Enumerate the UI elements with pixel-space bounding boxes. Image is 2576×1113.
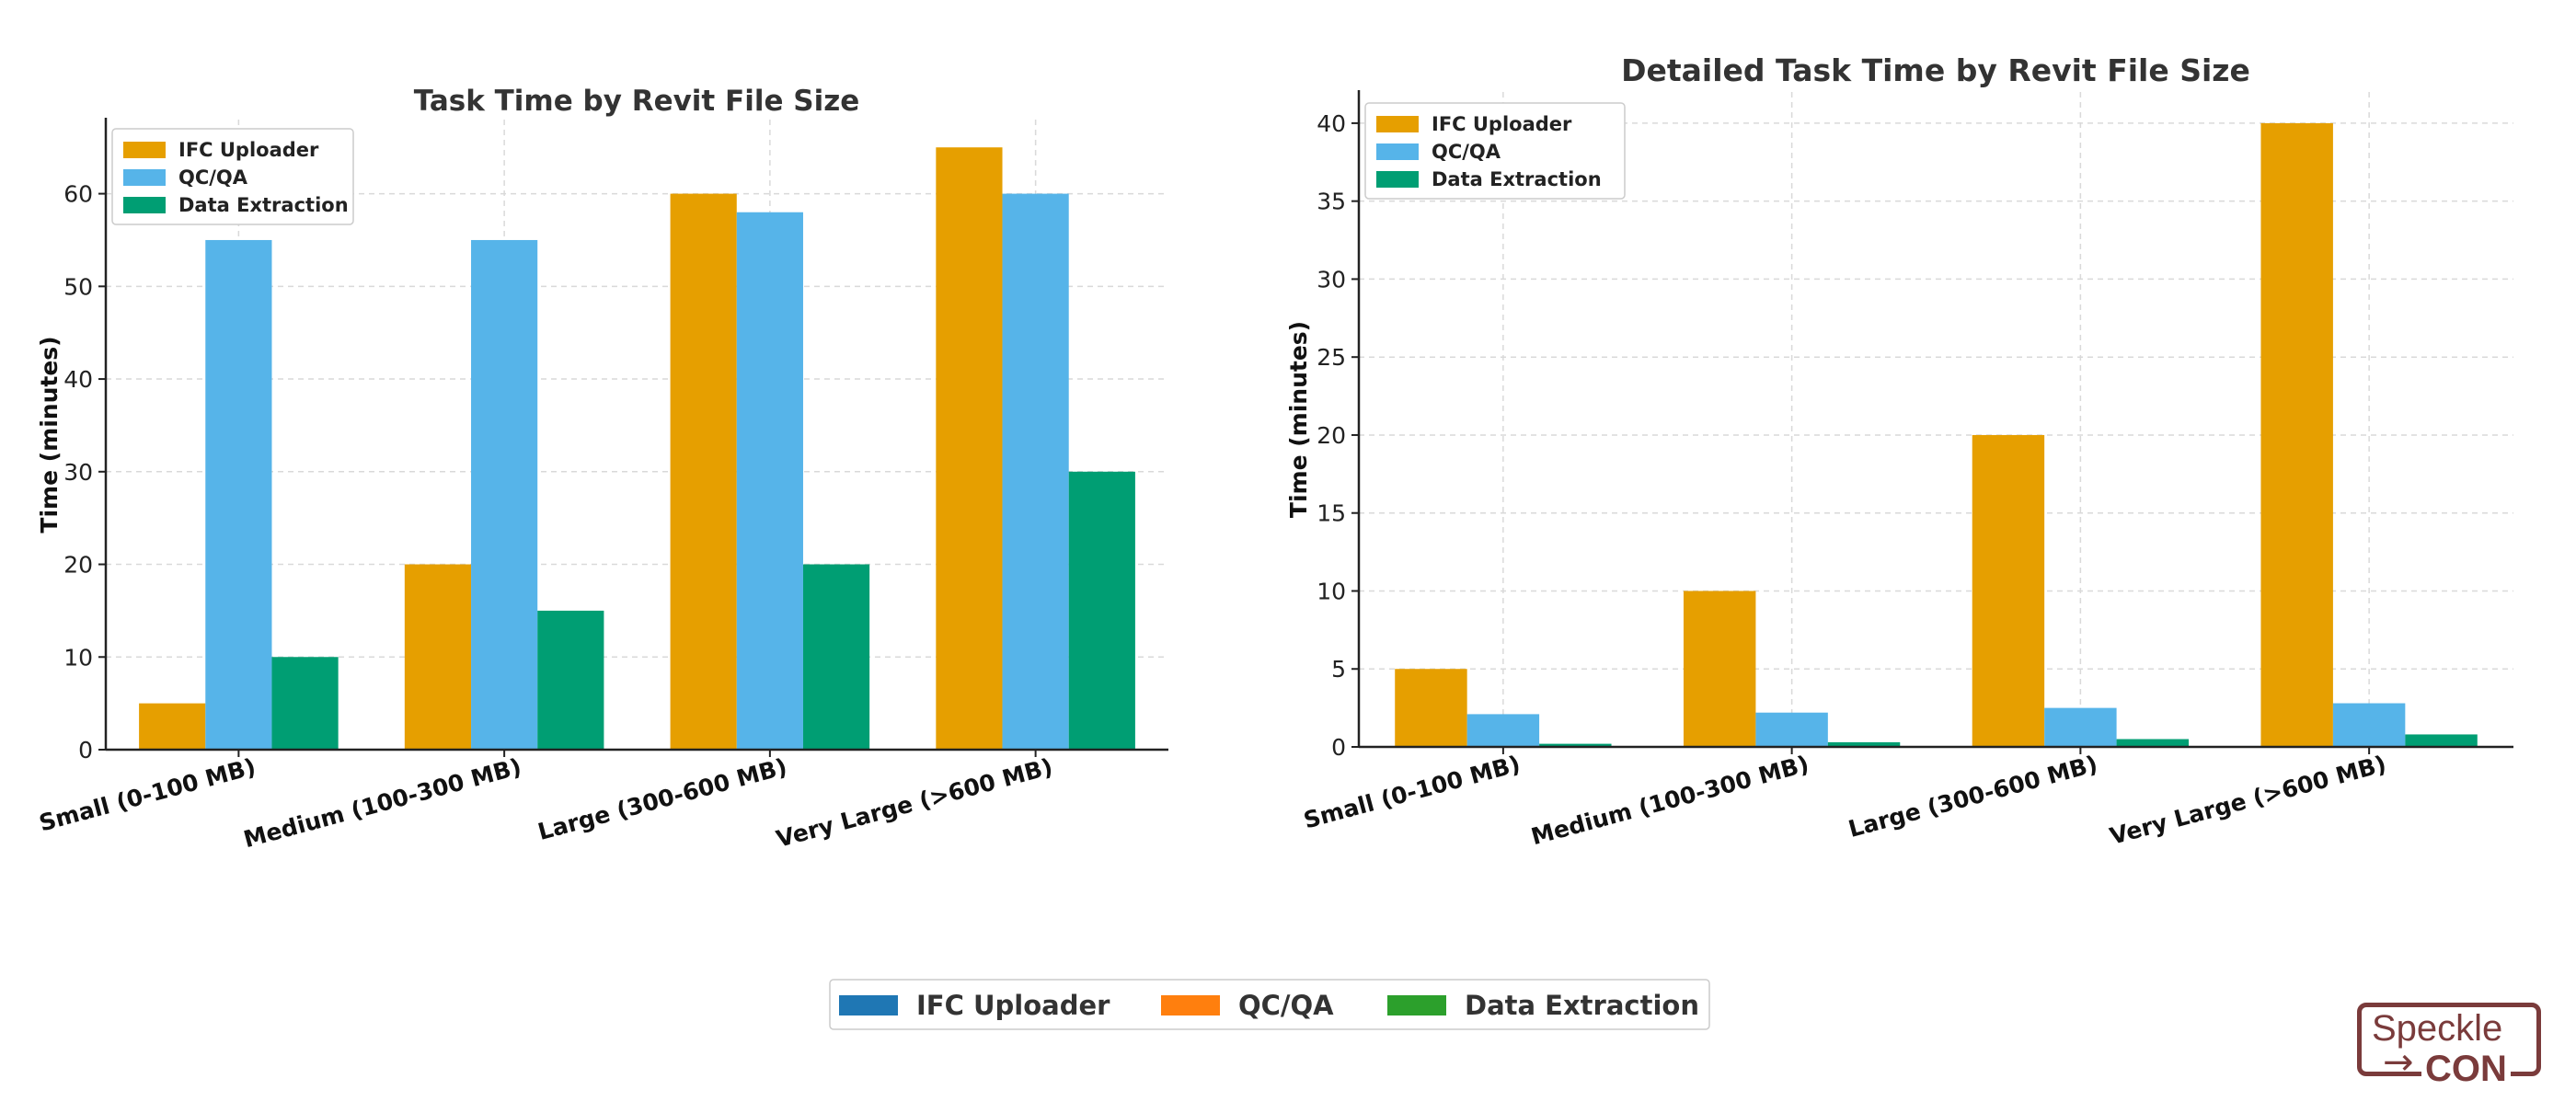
y-tick-label: 5 (1331, 656, 1346, 683)
bar-ifc-uploader-2 (1972, 434, 2045, 747)
y-tick-label: 30 (1317, 266, 1346, 293)
bar-data-extraction-3 (1068, 471, 1135, 750)
bar-ifc-uploader-0 (139, 703, 206, 750)
legend-swatch-data-extraction (123, 197, 166, 213)
legend-label: Data Extraction (1432, 168, 1602, 190)
logo-text-speckle: Speckle (2372, 1008, 2503, 1049)
bar-ifc-uploader-3 (2260, 122, 2333, 747)
bottom-legend-label: Data Extraction (1465, 990, 1699, 1021)
bottom-legend-frame (829, 979, 1710, 1030)
x-tick-label: Very Large (>600 MB) (2107, 751, 2389, 850)
bottom-legend-swatch-ifc-uploader (839, 995, 898, 1015)
y-axis-label: Time (minutes) (36, 336, 63, 533)
x-tick-label: Very Large (>600 MB) (774, 753, 1056, 853)
bar-qc-qa-2 (2044, 707, 2117, 747)
legend-swatch-qc-qa (1376, 143, 1419, 160)
y-tick-label: 30 (63, 459, 93, 486)
legend-swatch-qc-qa (123, 169, 166, 186)
legend-swatch-ifc-uploader (123, 142, 166, 158)
bar-qc-qa-3 (2332, 703, 2406, 747)
bottom-legend-swatch-qc-qa (1161, 995, 1220, 1015)
y-tick-label: 10 (63, 644, 93, 671)
legend-label: IFC Uploader (1432, 113, 1572, 135)
bar-data-extraction-2 (802, 564, 870, 750)
bar-qc-qa-1 (471, 239, 538, 750)
bottom-legend-swatch-data-extraction (1387, 995, 1446, 1015)
x-tick-label: Medium (100-300 MB) (241, 753, 524, 854)
bottom-legend: IFC Uploader QC/QA Data Extraction (829, 979, 1710, 1030)
bar-data-extraction-0 (271, 657, 339, 750)
bottom-legend-label: QC/QA (1238, 990, 1334, 1021)
y-tick-label: 10 (1317, 578, 1346, 604)
bar-ifc-uploader-1 (1683, 591, 1756, 747)
bar-qc-qa-0 (205, 239, 272, 750)
chart-title: Task Time by Revit File Size (414, 85, 860, 118)
chart-legend: IFC Uploader QC/QA Data Extraction (1364, 102, 1626, 200)
x-tick-label: Large (300-600 MB) (535, 753, 790, 845)
bar-ifc-uploader-2 (670, 193, 737, 750)
bar-data-extraction-3 (2405, 734, 2478, 747)
legend-label: QC/QA (178, 166, 248, 189)
y-tick-label: 40 (1317, 110, 1346, 137)
bar-data-extraction-2 (2116, 739, 2190, 747)
legend-frame (1364, 102, 1626, 200)
legend-swatch-ifc-uploader (1376, 116, 1419, 132)
bar-data-extraction-0 (1539, 743, 1612, 747)
bar-qc-qa-0 (1466, 714, 1540, 747)
y-tick-label: 60 (63, 181, 93, 208)
legend-label: Data Extraction (178, 194, 349, 216)
y-tick-label: 50 (63, 273, 93, 300)
y-tick-label: 15 (1317, 500, 1346, 527)
y-tick-label: 35 (1317, 189, 1346, 215)
y-tick-label: 40 (63, 366, 93, 393)
legend-swatch-data-extraction (1376, 171, 1419, 188)
legend-label: QC/QA (1432, 141, 1501, 163)
bottom-legend-label: IFC Uploader (916, 990, 1110, 1021)
logo-text-con: CON (2421, 1049, 2511, 1090)
chart-detailed-task-time: 0 5 10 15 20 25 30 35 40 Small (0-100 MB) Medium (… (1285, 52, 2513, 850)
bar-ifc-uploader-1 (404, 564, 472, 750)
y-tick-label: 25 (1317, 344, 1346, 371)
x-tick-label: Large (300-600 MB) (1846, 751, 2100, 843)
y-axis-label: Time (minutes) (1285, 321, 1312, 518)
bar-ifc-uploader-3 (936, 147, 1003, 750)
x-tick-label: Small (0-100 MB) (36, 753, 258, 837)
legend-frame (111, 128, 354, 225)
logo-arrow-icon: → (2383, 1041, 2414, 1084)
y-tick-label: 0 (1331, 734, 1346, 761)
bar-data-extraction-1 (1827, 741, 1901, 747)
legend-label: IFC Uploader (178, 139, 319, 161)
bar-data-extraction-1 (537, 610, 604, 750)
y-tick-label: 0 (78, 737, 93, 763)
bar-ifc-uploader-0 (1395, 669, 1467, 747)
chart-legend: IFC Uploader QC/QA Data Extraction (111, 128, 354, 225)
chart-task-time: 0 10 20 30 40 50 60 Small (0-100 MB)Medium (100… (36, 85, 1168, 853)
x-tick-label: Small (0-100 MB) (1301, 751, 1523, 834)
chart-title: Detailed Task Time by Revit File Size (1621, 52, 2250, 88)
y-tick-label: 20 (1317, 422, 1346, 449)
bar-qc-qa-2 (736, 212, 803, 750)
x-tick-label: Medium (100-300 MB) (1528, 751, 1811, 851)
bar-qc-qa-3 (1002, 193, 1069, 750)
bar-qc-qa-1 (1755, 712, 1828, 747)
y-tick-label: 20 (63, 552, 93, 579)
